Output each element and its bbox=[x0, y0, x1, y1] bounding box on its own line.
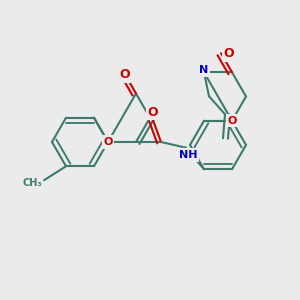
Text: N: N bbox=[200, 65, 208, 75]
Text: CH₃: CH₃ bbox=[22, 178, 42, 188]
Text: O: O bbox=[120, 68, 130, 81]
Text: O: O bbox=[224, 47, 234, 60]
Text: O: O bbox=[227, 116, 237, 126]
Text: O: O bbox=[148, 106, 158, 118]
Text: O: O bbox=[103, 137, 113, 147]
Text: NH: NH bbox=[179, 150, 197, 160]
